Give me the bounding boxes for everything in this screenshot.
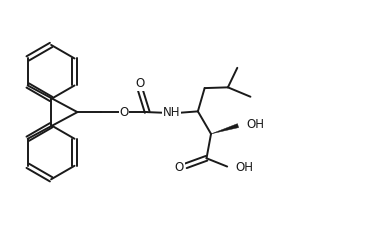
Text: O: O bbox=[175, 161, 184, 174]
Text: O: O bbox=[119, 106, 128, 119]
Polygon shape bbox=[211, 124, 239, 134]
Text: NH: NH bbox=[163, 106, 180, 119]
Text: OH: OH bbox=[236, 161, 253, 174]
Text: O: O bbox=[136, 77, 145, 90]
Text: OH: OH bbox=[246, 118, 264, 131]
